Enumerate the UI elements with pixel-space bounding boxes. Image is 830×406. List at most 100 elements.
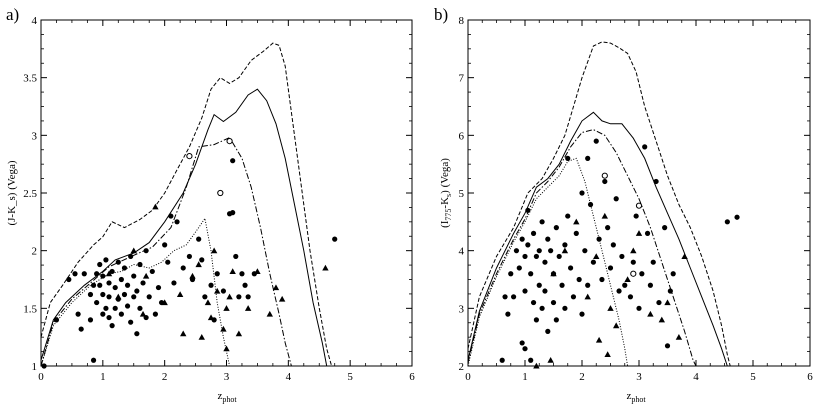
panel-a-filled-circle-point xyxy=(53,317,60,323)
panel-a-filled-circle-point xyxy=(134,331,140,337)
panel-a-filled-circle-point xyxy=(214,271,220,277)
panel-a-filled-triangle-point xyxy=(226,293,233,300)
panel-b-filled-circle-point xyxy=(639,271,645,277)
panel-b-filled-circle-point xyxy=(585,155,591,161)
panel-b-y-axis-title-c: ) (Vega) xyxy=(439,158,451,194)
panel-b-filled-circle-point xyxy=(530,230,537,236)
panel-a-open-circle-point xyxy=(226,138,233,145)
panel-b-filled-triangle-point xyxy=(635,230,643,236)
panel-a-filled-triangle-point xyxy=(152,203,159,210)
panel-a-y-tick-label: 2 xyxy=(32,246,38,258)
panel-b-filled-circle-point xyxy=(502,294,508,300)
panel-b-filled-circle-point xyxy=(596,236,602,242)
panel-b-filled-circle-point xyxy=(633,213,639,219)
panel-b-model-curves xyxy=(467,41,731,367)
panel-a-filled-circle-point xyxy=(106,314,112,321)
panel-b-y-tick-label: 4 xyxy=(459,246,465,258)
panel-b-filled-circle-point xyxy=(582,248,588,254)
panel-b-x-tick-label: 0 xyxy=(465,371,471,383)
panel-a-filled-circle-point xyxy=(155,284,162,291)
panel-a-y-tick-label: 4 xyxy=(32,15,38,27)
panel-b-filled-circle-point xyxy=(505,311,511,317)
panel-b-dash-dot-line xyxy=(467,129,697,367)
panel-a-filled-circle-point xyxy=(100,273,106,279)
panel-a-filled-triangle-point xyxy=(139,310,147,317)
panel-a-filled-circle-point xyxy=(242,282,248,288)
panel-b-filled-circle-point xyxy=(522,346,528,352)
panel-a-filled-circle-point xyxy=(171,280,177,286)
panel-b-filled-circle-point xyxy=(530,299,537,306)
panel-b-x-tick-label: 5 xyxy=(750,371,756,383)
panel-a-filled-circle-point xyxy=(174,219,180,225)
panel-a-filled-triangle-point xyxy=(223,305,230,311)
panel-b-filled-circle-point xyxy=(605,225,611,231)
panel-a-filled-circle-point xyxy=(196,236,202,242)
panel-a-frame xyxy=(40,19,413,367)
panel-a-filled-triangle-point xyxy=(105,270,113,277)
panel-a-filled-circle-point xyxy=(143,248,149,254)
panel-a-filled-circle-point xyxy=(186,253,192,260)
panel-b-filled-triangle-point xyxy=(584,293,591,300)
panel-a-filled-circle-point xyxy=(137,305,143,311)
panel-a-filled-circle-point xyxy=(78,326,84,332)
panel-a-y-tick-label: 2.5 xyxy=(23,188,37,200)
panel-b-filled-circle-point xyxy=(528,271,534,277)
panel-a-filled-circle-point xyxy=(103,257,109,263)
panel-a-x-tick-label: 0 xyxy=(38,371,44,383)
panel-a-filled-triangle-point xyxy=(207,314,215,321)
panel-a-y-axis-title: (J-K_s) (Vega) xyxy=(6,160,18,225)
panel-b-filled-triangle-point xyxy=(604,351,611,358)
panel-a-y-tick-label: 3.5 xyxy=(23,73,37,85)
panel-a-filled-circle-point xyxy=(230,210,236,216)
panel-a-filled-triangle-point xyxy=(254,268,261,274)
panel-a-filled-triangle-point xyxy=(130,247,137,254)
panel-a-filled-triangle-point xyxy=(142,272,150,279)
panel-b-filled-triangle-point xyxy=(664,299,671,306)
panel-a-filled-circle-point xyxy=(121,291,128,298)
panel-a-filled-circle-point xyxy=(165,259,171,265)
panel-b-x-axis-title-sub: phot xyxy=(631,395,646,404)
panel-b-filled-circle-point xyxy=(525,242,531,248)
panel-b-y-axis-title: (I775-Ks) (Vega) xyxy=(439,158,453,228)
panel-a-filled-circle-point xyxy=(128,253,134,260)
panel-b-x-tick-label: 4 xyxy=(693,371,699,383)
panel-b-filled-circle-point xyxy=(519,236,525,242)
panel-a-filled-circle-point xyxy=(208,282,214,288)
panel-a-filled-triangle-point xyxy=(198,333,205,340)
panel-b-filled-triangle-point xyxy=(547,357,554,363)
panel-b-filled-circle-point xyxy=(525,207,531,213)
panel-b-ticks: 0 1 2 3 4 5 6 2 3 4 5 6 7 8 xyxy=(459,15,814,383)
panel-b-x-tick-label: 2 xyxy=(579,371,585,383)
panel-b-filled-circle-point xyxy=(619,253,625,260)
panel-a-dash-dot-line xyxy=(40,136,292,367)
panel-b-filled-circle-point xyxy=(644,230,651,236)
panel-a-solid-line xyxy=(40,88,328,367)
panel-a-x-axis-title: zphot xyxy=(217,390,237,404)
panel-a-filled-circle-point xyxy=(118,276,124,283)
panel-a-x-axis-title-sub: phot xyxy=(222,395,237,404)
panel-a-filled-triangle-point xyxy=(223,345,230,352)
panel-a-filled-circle-point xyxy=(106,294,112,300)
panel-b-filled-circle-point xyxy=(550,299,557,306)
panel-b-filled-circle-point xyxy=(545,328,551,334)
panel-a-filled-circle-point xyxy=(118,311,124,317)
panel-a-filled-circle-point xyxy=(131,273,137,279)
panel-b-filled-circle-point xyxy=(522,253,528,260)
panel-a-ticks: 0 1 2 3 4 5 611.522.533.54 xyxy=(23,15,415,383)
panel-b-filled-circle-point xyxy=(536,282,542,288)
panel-b-filled-circle-point xyxy=(542,288,548,294)
panel-a-filled-triangle-point xyxy=(195,261,202,268)
panel-a-filled-circle-point xyxy=(137,261,143,268)
panel-b-filled-circle-point xyxy=(593,138,599,144)
panel-b-filled-circle-point xyxy=(630,259,636,265)
panel-a-filled-circle-point xyxy=(146,294,152,300)
panel-a-filled-circle-point xyxy=(72,271,78,277)
panel-b-y-axis-title-sub2: s xyxy=(444,194,453,197)
panel-a-dashed-line xyxy=(40,42,333,367)
panel-b-filled-circle-point xyxy=(556,253,562,260)
panel-b-y-tick-label: 3 xyxy=(459,303,465,315)
panel-a-x-tick-label: 5 xyxy=(347,371,353,383)
panel-a-x-axis-title-main: z xyxy=(217,390,222,402)
panel-b-y-tick-label: 2 xyxy=(459,361,465,373)
